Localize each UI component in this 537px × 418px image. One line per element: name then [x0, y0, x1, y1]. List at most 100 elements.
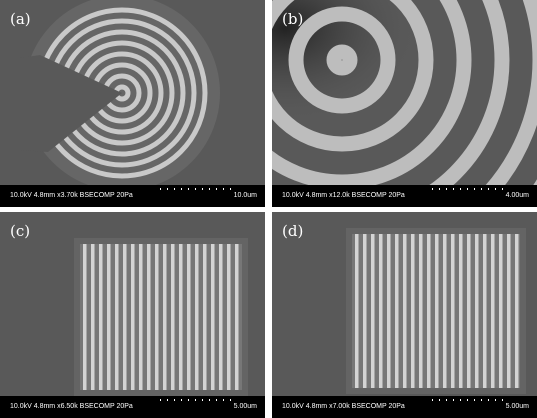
stripe [139, 244, 143, 390]
scale-tick [174, 399, 175, 401]
stripe [203, 244, 207, 390]
scale-tick [160, 399, 161, 401]
scale-tick [188, 188, 189, 190]
panel-label: (d) [282, 222, 303, 240]
stripe [187, 244, 191, 390]
stripe [459, 234, 463, 388]
scale-tick [453, 399, 454, 401]
scale-tick [432, 399, 433, 401]
stripe [475, 234, 479, 388]
stripe [171, 244, 175, 390]
scale-tick [474, 399, 475, 401]
scale-tick [230, 188, 231, 190]
stripe [419, 234, 423, 388]
scale-tick [502, 399, 503, 401]
stripe [499, 234, 503, 388]
stripe [371, 234, 375, 388]
scale-tick [209, 188, 210, 190]
sem-panel: 10.0kV 4.8mm x7.00k BSECOMP 20Pa 5.00um (d… [272, 212, 537, 418]
scale-tick [223, 188, 224, 190]
stripe [131, 244, 135, 390]
scale-tick [460, 188, 461, 190]
stripe [155, 244, 159, 390]
stripe [227, 244, 231, 390]
figure: 10.0kV 4.8mm x3.70k BSECOMP 20Pa 10.0um (a… [0, 0, 537, 418]
panel-label: (b) [282, 10, 303, 28]
stripe [395, 234, 399, 388]
info-text: 10.0kV 4.8mm x6.50k BSECOMP 20Pa [10, 403, 133, 410]
stripe [363, 234, 367, 388]
scale-tick [488, 188, 489, 190]
scale-label: 4.00um [506, 192, 530, 199]
scale-tick [474, 188, 475, 190]
stripe [99, 244, 103, 390]
sem-image [346, 228, 526, 394]
stripe [355, 234, 359, 388]
stripe [147, 244, 151, 390]
stripe [219, 244, 223, 390]
scale-tick [188, 399, 189, 401]
stripe [507, 234, 511, 388]
scale-tick [453, 188, 454, 190]
stripe [467, 234, 471, 388]
sem-panel: 10.0kV 4.8mm x3.70k BSECOMP 20Pa 10.0um (a… [0, 0, 265, 207]
info-text: 10.0kV 4.8mm x7.00k BSECOMP 20Pa [282, 403, 405, 410]
scale-tick [495, 399, 496, 401]
stripe [515, 234, 519, 388]
stripe [403, 234, 407, 388]
stripe [443, 234, 447, 388]
stripe [379, 234, 383, 388]
scale-tick [202, 399, 203, 401]
scale-tick [195, 188, 196, 190]
scale-tick [481, 188, 482, 190]
stripe [179, 244, 183, 390]
scale-label: 10.0um [234, 192, 258, 199]
scale-tick [209, 399, 210, 401]
scale-tick [174, 188, 175, 190]
stripe [451, 234, 455, 388]
stripe [83, 244, 87, 390]
scale-tick [216, 188, 217, 190]
scale-tick [446, 399, 447, 401]
stripe [211, 244, 215, 390]
panel-label: (a) [10, 10, 31, 28]
stripe [107, 244, 111, 390]
scale-tick [167, 399, 168, 401]
sem-image [74, 238, 248, 396]
scale-tick [160, 188, 161, 190]
scale-tick [502, 188, 503, 190]
info-text: 10.0kV 4.8mm x12.0k BSECOMP 20Pa [282, 192, 405, 199]
scale-tick [167, 188, 168, 190]
info-text: 10.0kV 4.8mm x3.70k BSECOMP 20Pa [10, 192, 133, 199]
stripe [91, 244, 95, 390]
scale-tick [195, 399, 196, 401]
stripe [123, 244, 127, 390]
scale-tick [223, 399, 224, 401]
scale-tick [432, 188, 433, 190]
scale-tick [467, 188, 468, 190]
stripe [195, 244, 199, 390]
scale-tick [216, 399, 217, 401]
stripe [491, 234, 495, 388]
stripe [387, 234, 391, 388]
scale-tick [460, 399, 461, 401]
scale-tick [439, 188, 440, 190]
scale-tick [230, 399, 231, 401]
scale-label: 5.00um [506, 403, 530, 410]
grating [80, 244, 242, 390]
panel-label: (c) [10, 222, 30, 240]
scale-tick [467, 399, 468, 401]
stripe [427, 234, 431, 388]
scale-tick [495, 188, 496, 190]
scale-tick [446, 188, 447, 190]
scale-tick [481, 399, 482, 401]
scale-tick [439, 399, 440, 401]
stripe [435, 234, 439, 388]
stripe [163, 244, 167, 390]
scale-tick [181, 188, 182, 190]
stripe [235, 244, 239, 390]
stripe [115, 244, 119, 390]
stripe [411, 234, 415, 388]
stripe [483, 234, 487, 388]
